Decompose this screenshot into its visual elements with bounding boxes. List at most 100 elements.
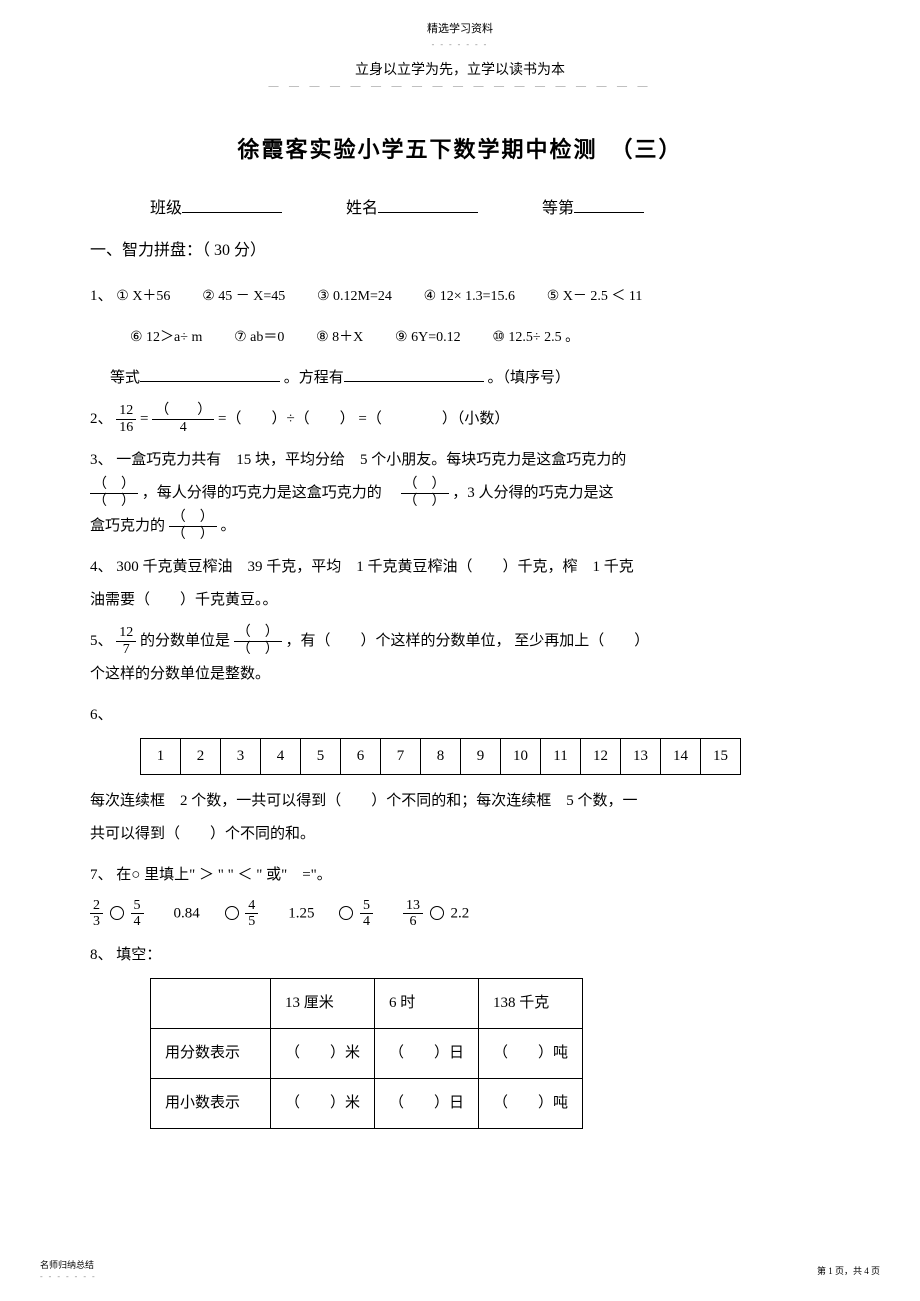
q6-cell: 14 <box>661 738 701 774</box>
q6-cell: 5 <box>301 738 341 774</box>
q4-prefix: 4、 <box>90 559 113 575</box>
q2-frac1: 12 16 <box>116 403 136 435</box>
footer-left-text: 名师归纳总结 <box>40 1260 94 1270</box>
q8-r1b: （ ）日 <box>375 1029 479 1079</box>
grade-blank <box>574 212 644 213</box>
footer-dots: - - - - - - - <box>40 1272 97 1281</box>
q3-text2: ，每人分得的巧克力是这盒巧克力的 <box>142 485 397 501</box>
name-label: 姓名 <box>346 200 378 217</box>
q3-frac1: （ ） （ ） <box>90 477 138 509</box>
q1-item-8: ⑧ 8＋X <box>316 330 363 345</box>
q3-frac3-den: （ ） <box>169 527 217 542</box>
q5-frac2-den: （ ） <box>234 642 282 657</box>
q8-h3: 6 时 <box>375 979 479 1029</box>
q1-line3: 等式 。方程有 。（填序号） <box>90 362 830 395</box>
circle-icon <box>110 906 124 920</box>
q6-text2: 共可以得到（ ）个不同的和。 <box>90 826 315 842</box>
frac-den: 4 <box>360 914 373 929</box>
q8-h4: 138 千克 <box>479 979 583 1029</box>
q5-text1: 的分数单位是 <box>140 633 234 649</box>
q1-item-10: ⑩ 12.5÷ 2.5 。 <box>492 330 579 345</box>
q7-frac3: 45 <box>245 898 258 930</box>
page-title: 徐霞客实验小学五下数学期中检测 （三） <box>90 132 830 164</box>
q8-r1a: （ ）米 <box>271 1029 375 1079</box>
q1-item-2: ② 45 － X=45 <box>202 289 285 304</box>
q1-line2: ⑥ 12＞a÷ m ⑦ ab＝0 ⑧ 8＋X ⑨ 6Y=0.12 ⑩ 12.5÷… <box>90 321 830 354</box>
q6-cell: 9 <box>461 738 501 774</box>
q2-frac2: （ ） 4 <box>152 403 214 435</box>
q5: 5、 12 7 的分数单位是 （ ） （ ） ，有（ ）个这样的分数单位， 至少… <box>90 625 830 691</box>
q3-text1: 一盒巧克力共有 15 块，平均分给 5 个小朋友。每块巧克力是这盒巧克力的 <box>116 452 626 468</box>
class-blank <box>182 212 282 213</box>
q6-cell: 3 <box>221 738 261 774</box>
q8-table: 13 厘米 6 时 138 千克 用分数表示 （ ）米 （ ）日 （ ）吨 用小… <box>150 978 583 1129</box>
q6-cell: 10 <box>501 738 541 774</box>
q1-item-5: ⑤ X－ 2.5 ＜ 11 <box>547 289 643 304</box>
q1-eq-label: 等式 <box>110 370 140 386</box>
q5-frac1: 12 7 <box>116 625 136 657</box>
q5-frac1-den: 7 <box>116 642 136 657</box>
q2-frac2-num: （ ） <box>152 403 214 419</box>
q4: 4、 300 千克黄豆榨油 39 千克，平均 1 千克黄豆榨油（ ）千克，榨 1… <box>90 551 830 617</box>
q8-prefix: 8、 <box>90 947 113 963</box>
q1-item-3: ③ 0.12M=24 <box>317 289 392 304</box>
q1-eq-blank <box>140 366 280 382</box>
q6-cell: 8 <box>421 738 461 774</box>
q6-cell: 12 <box>581 738 621 774</box>
frac-den: 5 <box>245 914 258 929</box>
circle-icon <box>430 906 444 920</box>
footer-right: 第 1 页，共 4 页 <box>817 1264 880 1277</box>
q2-rest: =（ ）÷（ ） =（ ）（小数） <box>218 411 509 427</box>
q1-item-4: ④ 12× 1.3=15.6 <box>424 289 515 304</box>
q6-cell: 15 <box>701 738 741 774</box>
q2-prefix: 2、 <box>90 411 113 427</box>
motto: 立身以立学为先，立学以读书为本 <box>90 59 830 79</box>
q7-text: 在○ 里填上" ＞ " " ＜ " 或" ="。 <box>116 867 332 883</box>
frac-den: 6 <box>403 914 423 929</box>
q3-frac2-den: （ ） <box>401 494 449 509</box>
q3-text3: ，3 人分得的巧克力是这 <box>452 485 613 501</box>
q6-text1: 每次连续框 2 个数，一共可以得到（ ）个不同的和；每次连续框 5 个数，一 <box>90 793 638 809</box>
q1-item-7: ⑦ ab＝0 <box>234 330 284 345</box>
info-line: 班级 姓名 等第 <box>90 194 830 218</box>
q2-eq1: = <box>140 411 152 427</box>
q5-frac1-num: 12 <box>116 625 136 641</box>
name-blank <box>378 212 478 213</box>
q1: 1、 ① X＋56 ② 45 － X=45 ③ 0.12M=24 ④ 12× 1… <box>90 280 830 313</box>
q3: 3、 一盒巧克力共有 15 块，平均分给 5 个小朋友。每块巧克力是这盒巧克力的… <box>90 444 830 543</box>
q6-cell: 2 <box>181 738 221 774</box>
section-1-heading: 一、智力拼盘：（ 30 分） <box>90 238 830 264</box>
q4-text2: 油需要（ ）千克黄豆。。 <box>90 592 278 608</box>
q6-cell: 13 <box>621 738 661 774</box>
q7-prefix: 7、 <box>90 867 113 883</box>
q8-label: 填空： <box>116 947 161 963</box>
frac-den: 4 <box>131 914 144 929</box>
q3-frac1-num: （ ） <box>90 477 138 493</box>
q1-fang-blank <box>344 366 484 382</box>
q3-frac2: （ ） （ ） <box>401 477 449 509</box>
q6-cell: 4 <box>261 738 301 774</box>
circle-icon <box>225 906 239 920</box>
q7-v3: 2.2 <box>451 905 470 921</box>
q7-frac4: 54 <box>360 898 373 930</box>
grade-label: 等第 <box>542 200 574 217</box>
frac-den: 3 <box>90 914 103 929</box>
q3-frac1-den: （ ） <box>90 494 138 509</box>
q2: 2、 12 16 = （ ） 4 =（ ）÷（ ） =（ ）（小数） <box>90 403 830 436</box>
q5-prefix: 5、 <box>90 633 113 649</box>
q1-item-1: ① X＋56 <box>116 289 170 304</box>
q6-table: 1 2 3 4 5 6 7 8 9 10 11 12 13 14 15 <box>140 738 741 775</box>
q7-frac5: 136 <box>403 898 423 930</box>
frac-num: 2 <box>90 898 103 914</box>
circle-icon <box>339 906 353 920</box>
q2-frac1-den: 16 <box>116 420 136 435</box>
frac-num: 5 <box>131 898 144 914</box>
q7: 7、 在○ 里填上" ＞ " " ＜ " 或" ="。 23 54 0.84 4… <box>90 859 830 930</box>
q3-text4: 盒巧克力的 <box>90 518 169 534</box>
q6: 6、 1 2 3 4 5 6 7 8 9 10 11 12 13 14 15 每… <box>90 699 830 851</box>
footer-left: 名师归纳总结 - - - - - - - <box>40 1258 97 1281</box>
frac-num: 5 <box>360 898 373 914</box>
q8-r2: 用小数表示 <box>151 1079 271 1129</box>
header-dots: - - - - - - - <box>90 40 830 49</box>
q1-item-9: ⑨ 6Y=0.12 <box>395 330 461 345</box>
